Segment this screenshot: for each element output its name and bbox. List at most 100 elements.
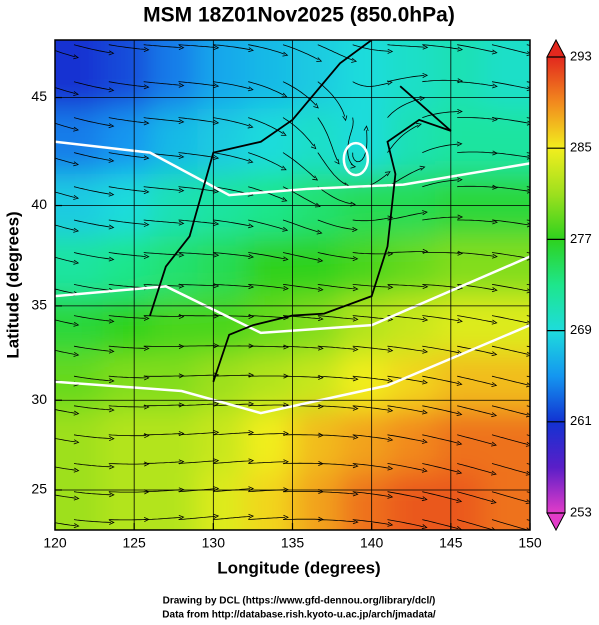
streamline — [178, 432, 216, 436]
arrowhead — [456, 411, 463, 417]
arrowhead — [143, 253, 150, 259]
arrowhead — [213, 252, 220, 258]
streamline — [248, 44, 285, 55]
streamline — [143, 461, 181, 464]
x-tick-label: 140 — [360, 535, 384, 551]
arrowhead — [283, 402, 289, 408]
arrowhead — [387, 407, 394, 413]
arrowhead — [282, 226, 289, 232]
streamline — [282, 152, 316, 179]
streamline — [248, 461, 286, 464]
streamline — [457, 151, 495, 154]
x-tick-label: 120 — [43, 535, 67, 551]
arrowhead — [108, 87, 115, 93]
arrowhead — [313, 103, 319, 109]
arrowhead — [421, 524, 428, 530]
arrowhead — [143, 433, 150, 439]
streamline — [317, 519, 355, 523]
arrowhead — [318, 345, 324, 351]
arrowhead — [143, 189, 150, 195]
streamline — [352, 345, 390, 351]
colorbar-tick-label: 285 — [570, 140, 592, 155]
temperature-cell — [340, 353, 389, 411]
arrowhead — [334, 158, 340, 165]
arrowhead — [421, 496, 428, 502]
streamline — [178, 117, 216, 123]
arrowhead — [526, 288, 530, 294]
temperature-cell — [387, 296, 436, 355]
arrowhead — [317, 316, 324, 322]
arrowhead — [526, 51, 530, 57]
arrowhead — [248, 513, 255, 519]
streamline — [317, 405, 355, 409]
arrowhead — [490, 470, 497, 476]
streamline — [317, 186, 353, 205]
streamline — [178, 284, 216, 287]
arrowhead — [73, 195, 80, 200]
streamline — [491, 81, 529, 90]
streamline — [422, 79, 460, 83]
streamline — [352, 44, 390, 52]
arrowhead — [213, 458, 220, 464]
arrowhead — [387, 347, 394, 353]
streamline — [213, 219, 251, 227]
streamline — [282, 117, 315, 147]
streamline — [108, 375, 146, 379]
streamline — [178, 152, 216, 158]
temperature-cell — [340, 40, 389, 110]
streamline — [317, 117, 338, 161]
colorbar-tick-label: 293 — [570, 48, 592, 63]
arrowhead — [492, 184, 498, 190]
temperature-cell — [197, 40, 246, 110]
arrowhead — [318, 403, 324, 409]
arrowhead — [491, 527, 496, 530]
streamline — [387, 124, 419, 153]
streamline — [248, 219, 285, 230]
streamline — [213, 374, 251, 377]
arrowhead — [387, 377, 394, 383]
temperature-cell — [197, 236, 246, 298]
temperature-cell — [340, 108, 389, 176]
streamline — [213, 152, 250, 162]
temperature-cell — [292, 108, 341, 176]
streamline — [282, 81, 317, 106]
streamline — [457, 463, 494, 474]
streamline — [352, 315, 390, 320]
arrowhead — [352, 286, 359, 292]
arrowhead — [351, 57, 358, 63]
streamline — [422, 491, 459, 502]
streamline — [282, 345, 321, 349]
colorbar-extend — [546, 512, 566, 532]
streamline — [491, 491, 529, 503]
streamline — [317, 252, 355, 259]
arrowhead — [352, 226, 358, 232]
streamline — [491, 345, 529, 355]
streamline — [73, 345, 111, 352]
arrowhead — [108, 348, 115, 354]
x-tick-label: 150 — [518, 535, 542, 551]
arrowhead — [178, 154, 185, 160]
arrowhead — [213, 313, 220, 319]
streamline — [457, 405, 494, 416]
temperature-cell — [292, 409, 341, 474]
chart-title: MSM 18Z01Nov2025 (850.0hPa) — [143, 4, 455, 27]
x-tick-label: 135 — [281, 535, 305, 551]
arrowhead — [73, 351, 80, 357]
streamline — [387, 167, 422, 188]
arrowhead — [73, 439, 80, 445]
arrowhead — [143, 120, 150, 126]
arrowhead — [178, 314, 185, 320]
temperature-cell — [387, 472, 436, 530]
temperature-cell — [55, 108, 104, 176]
arrowhead — [456, 469, 463, 475]
streamline — [178, 186, 216, 192]
streamline — [317, 491, 355, 495]
arrowhead — [143, 84, 150, 90]
arrowhead — [213, 343, 220, 349]
arrowhead — [387, 436, 394, 442]
arrowhead — [387, 521, 394, 527]
arrowhead — [352, 434, 359, 440]
streamline — [55, 349, 76, 355]
streamline — [55, 157, 76, 165]
arrowhead — [526, 222, 530, 228]
